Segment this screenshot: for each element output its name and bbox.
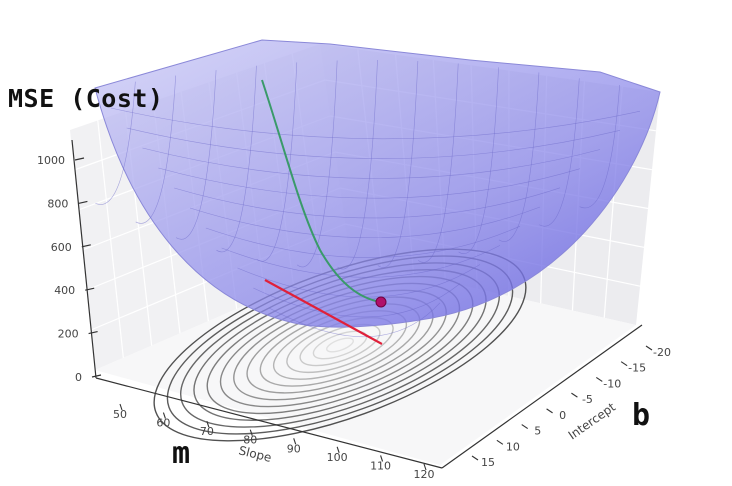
z-tick-label: 200 xyxy=(58,328,79,341)
y-tick-mark xyxy=(521,424,529,430)
mesh-line xyxy=(174,187,561,219)
y-tick-mark xyxy=(620,361,628,367)
y-tick-mark xyxy=(571,392,578,398)
x-tick-mark xyxy=(423,463,427,471)
x-tick-mark xyxy=(293,438,297,445)
x-tick-label: 90 xyxy=(287,442,301,455)
intercept-symbol-label: b xyxy=(632,398,651,433)
mesh-line xyxy=(142,147,601,179)
y-ticks: -20 -15 -10 -5 0 5 10 15 xyxy=(471,345,671,469)
y-tick-mark xyxy=(546,408,553,414)
mesh-line xyxy=(205,225,521,258)
x-tick-label: 50 xyxy=(113,408,127,421)
z-tick-mark xyxy=(78,200,88,204)
y-tick-mark xyxy=(645,345,653,351)
mesh-line xyxy=(539,78,580,227)
x-tick-mark xyxy=(206,420,210,428)
mesh-line xyxy=(221,245,501,278)
current-point xyxy=(375,296,387,308)
x-tick-label: 60 xyxy=(156,417,170,430)
mesh-line xyxy=(458,67,499,254)
x-tick-label: 100 xyxy=(327,451,348,464)
x-tick-mark xyxy=(336,446,340,454)
mesh-line xyxy=(95,81,136,205)
slope-symbol-label: m xyxy=(172,436,191,471)
mesh-line xyxy=(189,206,541,239)
mesh-line xyxy=(377,61,419,268)
x-tick-mark xyxy=(162,412,166,419)
mesh-line xyxy=(256,62,298,262)
y-tick-label: 15 xyxy=(481,456,495,469)
mesh-line xyxy=(135,75,177,224)
z-tick-mark xyxy=(91,374,102,378)
z-tick-label: 600 xyxy=(51,241,72,254)
contour-line xyxy=(326,337,354,353)
x-tick-label: 110 xyxy=(370,459,391,472)
mesh-line xyxy=(253,283,461,318)
mesh-line xyxy=(158,167,581,199)
y-tick-label: 5 xyxy=(534,425,541,438)
y-tick-label: 0 xyxy=(559,409,566,422)
surface-mesh xyxy=(95,59,641,338)
gradient-descent-path xyxy=(261,79,381,303)
x-tick-mark xyxy=(380,455,384,462)
z-tick-mark xyxy=(85,287,95,291)
x-ticks: 50 60 70 80 90 100 110 120 xyxy=(113,403,435,481)
x-tick-mark xyxy=(119,403,123,411)
z-tick-mark xyxy=(88,331,98,335)
y-tick-label: 10 xyxy=(506,440,520,453)
z-tick-label: 0 xyxy=(75,371,82,384)
y-tick-mark xyxy=(496,439,504,445)
y-tick-mark xyxy=(471,455,479,461)
mesh-line xyxy=(498,72,540,242)
y-tick-label: -10 xyxy=(603,377,621,390)
mesh-line xyxy=(579,85,620,209)
mesh-line xyxy=(296,60,338,268)
z-axis-line xyxy=(71,139,97,379)
y-tick-label: -15 xyxy=(628,362,646,375)
z-axis-title: MSE (Cost) xyxy=(8,84,164,113)
tangent-line xyxy=(264,279,383,345)
mesh-line xyxy=(110,107,641,140)
x-axis-label: Slope xyxy=(237,443,273,465)
mesh-line xyxy=(216,65,257,253)
z-tick-label: 1000 xyxy=(37,154,65,167)
y-tick-label: -5 xyxy=(582,393,593,406)
x-tick-label: 70 xyxy=(200,425,214,438)
z-ticks: 0 200 400 600 800 1000 xyxy=(37,154,102,384)
mesh-line xyxy=(418,63,459,263)
y-tick-mark xyxy=(595,376,603,382)
mesh-line xyxy=(126,127,621,159)
y-axis-line xyxy=(441,324,643,469)
mesh-line xyxy=(175,70,217,240)
z-tick-label: 800 xyxy=(47,197,68,210)
z-tick-mark xyxy=(74,157,85,161)
mesh-line xyxy=(337,59,378,270)
z-tick-label: 400 xyxy=(54,284,75,297)
contour-line xyxy=(299,323,381,367)
y-tick-label: -20 xyxy=(653,346,671,359)
x-axis-line xyxy=(95,377,443,469)
z-tick-mark xyxy=(81,244,91,248)
x-tick-label: 120 xyxy=(414,468,435,481)
x-tick-label: 80 xyxy=(243,434,257,447)
mesh-line xyxy=(237,264,481,298)
cost-surface xyxy=(94,39,661,328)
x-tick-mark xyxy=(249,429,253,436)
